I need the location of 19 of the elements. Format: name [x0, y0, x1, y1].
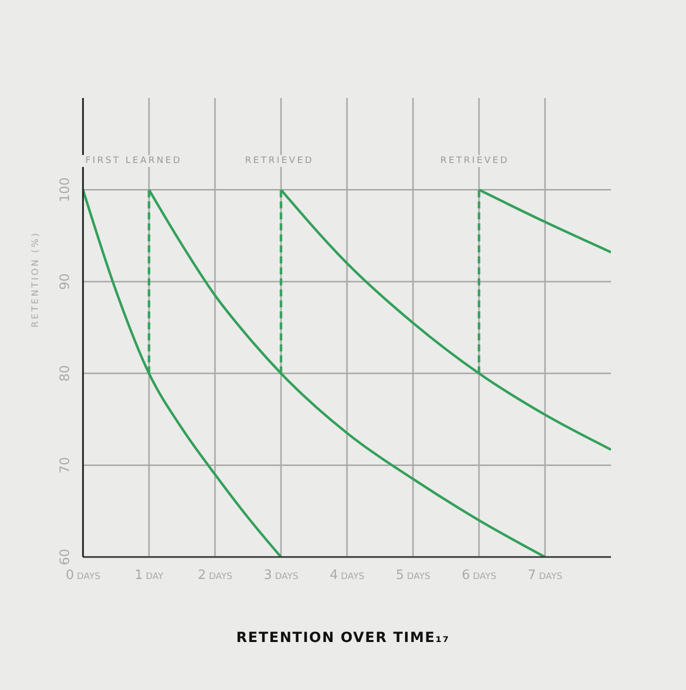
y-axis-title: RETENTION (%) — [31, 231, 42, 328]
y-tick-label: 60 — [58, 548, 73, 566]
x-tick-label: 4 DAYS — [330, 568, 365, 583]
x-tick-label: 6 DAYS — [462, 568, 497, 583]
y-tick-label: 100 — [58, 177, 73, 202]
x-tick-label: 0 DAYS — [66, 568, 101, 583]
y-tick-label: 90 — [58, 273, 73, 290]
x-tick-label: 5 DAYS — [396, 568, 431, 583]
annotation: RETRIEVED — [241, 155, 318, 167]
x-tick-label: 2 DAYS — [198, 568, 233, 583]
y-tick-label: 80 — [58, 365, 73, 382]
line-series — [83, 188, 282, 557]
x-tick-label: 3 DAYS — [264, 568, 299, 583]
text: RETENTION OVER TIME₁₇ — [235, 630, 451, 646]
x-tick-label: 7 DAYS — [528, 568, 563, 583]
x-tick-label: 1 DAY — [134, 568, 164, 583]
annotation: FIRST LEARNED — [81, 155, 186, 167]
y-tick-label: 70 — [58, 456, 73, 474]
annotation: RETRIEVED — [436, 155, 514, 167]
